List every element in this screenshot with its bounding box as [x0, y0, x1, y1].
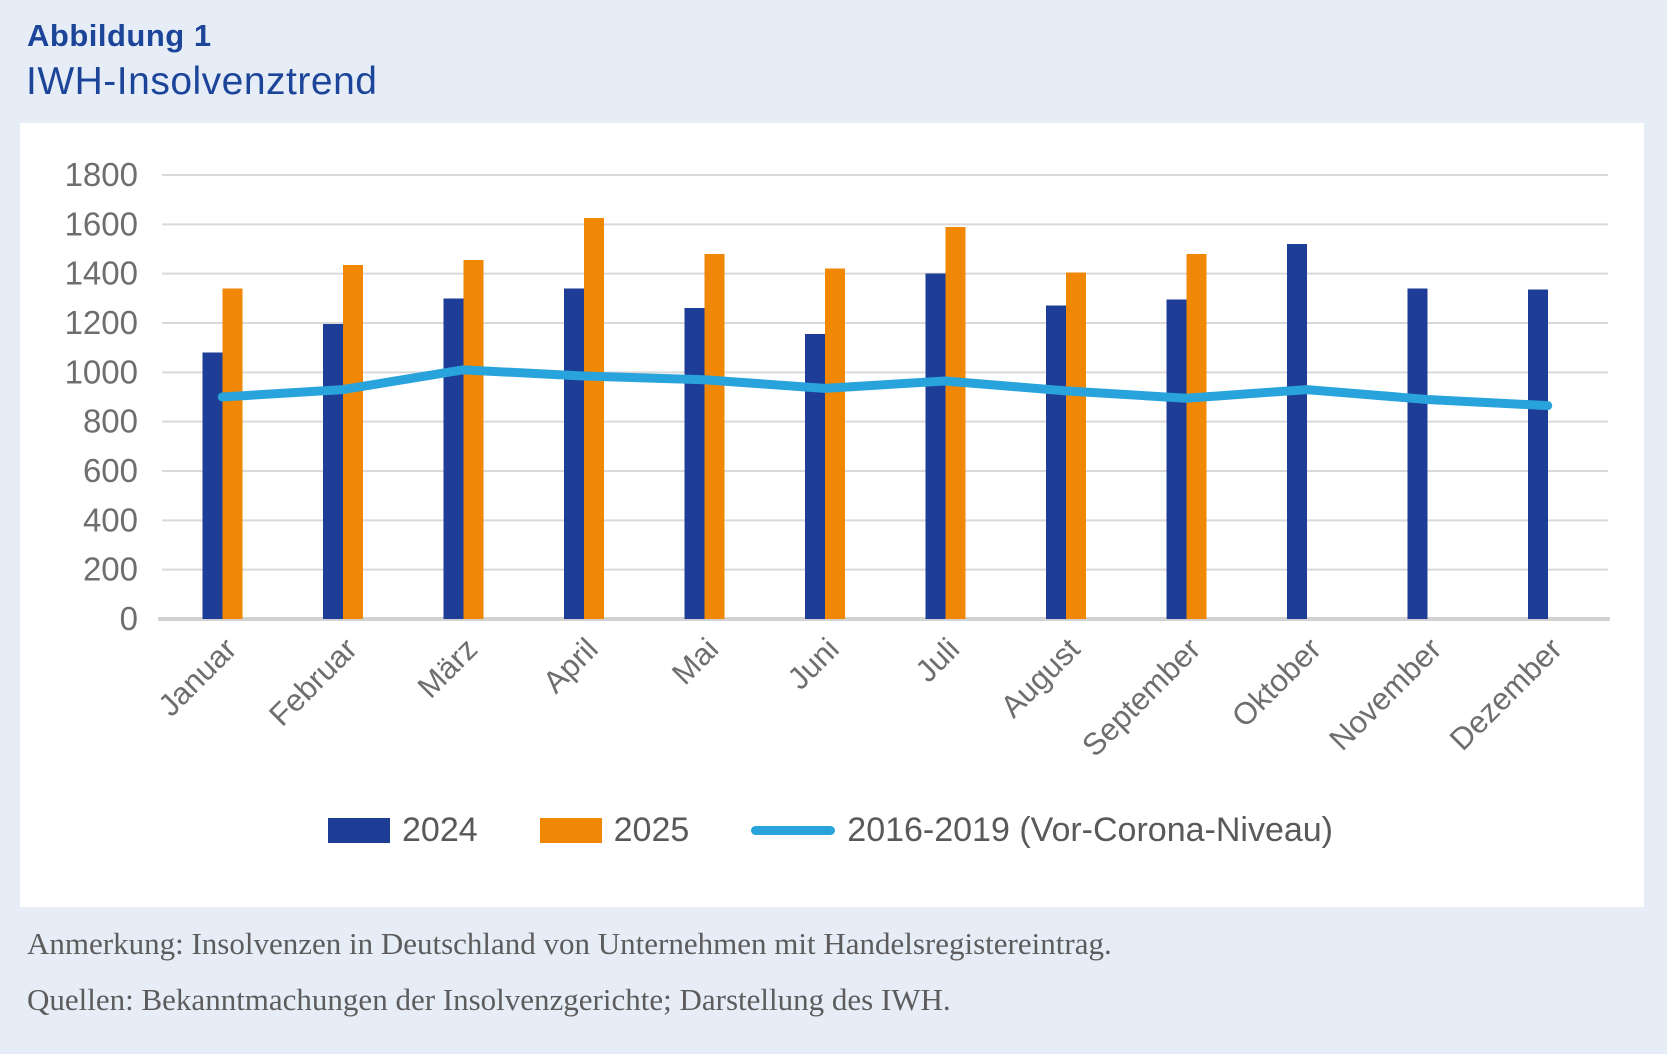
legend-swatch-bar: [328, 818, 390, 843]
legend-label: 2016-2019 (Vor-Corona-Niveau): [847, 811, 1333, 849]
y-tick-label: 1000: [65, 353, 138, 390]
chart-notes: Anmerkung: Insolvenzen in Deutschland vo…: [27, 916, 1112, 1028]
bar-2025: [1065, 272, 1086, 619]
bar-2025: [1186, 253, 1207, 619]
bar-2024: [322, 324, 343, 619]
bar-2025: [583, 218, 604, 619]
bar-2024: [443, 298, 464, 619]
bar-2025: [342, 265, 363, 619]
y-tick-label: 600: [83, 452, 138, 489]
x-tick-label: November: [1322, 631, 1448, 757]
x-tick-label: Dezember: [1443, 631, 1569, 757]
legend-swatch-bar: [539, 818, 602, 843]
y-tick-label: 1400: [65, 255, 138, 292]
y-tick-label: 200: [83, 551, 138, 588]
figure-title: IWH-Insolvenztrend: [26, 60, 378, 103]
x-tick-label: Januar: [151, 631, 243, 723]
legend-label: 2024: [402, 811, 478, 849]
bar-2024: [202, 352, 223, 619]
trend-line-2016-2019 (Vor-Corona-Niveau): [217, 365, 1553, 411]
y-tick-label: 1800: [65, 156, 138, 193]
bar-2024: [1527, 289, 1548, 619]
insolvency-chart: 0 200 400 600 800 1000 1200 1400 1600 1800 Januar F…: [65, 156, 1610, 763]
bar-2025: [222, 288, 243, 619]
x-tick-label: Mai: [665, 631, 725, 691]
y-tick-label: 1600: [65, 205, 138, 242]
bar-2025: [463, 260, 484, 619]
x-tick-label: September: [1075, 631, 1207, 763]
bar-2024: [563, 288, 584, 619]
sources-text: Quellen: Bekanntmachungen der Insolvenzg…: [27, 982, 951, 1017]
legend-label: 2025: [613, 811, 690, 849]
legend-item-2025: 2025: [539, 811, 690, 850]
bar-2025: [824, 268, 845, 619]
y-tick-label: 400: [83, 501, 138, 538]
legend-item-2016-2019: 2016-2019 (Vor-Corona-Niveau): [751, 811, 1333, 850]
x-tick-label: Februar: [262, 631, 364, 733]
x-tick-label: April: [536, 631, 605, 700]
figure-label: Abbildung 1: [27, 18, 212, 53]
bar-2024: [1407, 288, 1428, 619]
y-tick-label: 1200: [65, 304, 138, 341]
x-tick-label: Juli: [909, 631, 967, 689]
bar-2024: [804, 334, 825, 619]
bar-2024: [925, 273, 946, 619]
legend-item-2024: 2024: [328, 811, 478, 850]
x-tick-label: März: [411, 631, 484, 704]
y-tick-label: 0: [120, 600, 138, 637]
bar-2024: [684, 308, 705, 619]
x-tick-label: Juni: [781, 631, 846, 696]
x-tick-label: Oktober: [1225, 631, 1328, 734]
bar-2025: [945, 226, 966, 620]
annotation-text: Anmerkung: Insolvenzen in Deutschland vo…: [27, 926, 1112, 961]
y-tick-label: 800: [83, 403, 138, 440]
legend-swatch-line: [751, 826, 836, 835]
bar-2024: [1286, 244, 1307, 620]
bar-2024: [1166, 299, 1187, 619]
bar-2025: [704, 253, 725, 619]
chart-panel: 0 200 400 600 800 1000 1200 1400 1600 1800 Januar F…: [20, 123, 1644, 907]
chart-legend: 2024 2025 2016-2019 (Vor-Corona-Niveau): [328, 811, 1333, 850]
bar-2024: [1045, 305, 1066, 619]
x-tick-label: August: [994, 631, 1087, 724]
